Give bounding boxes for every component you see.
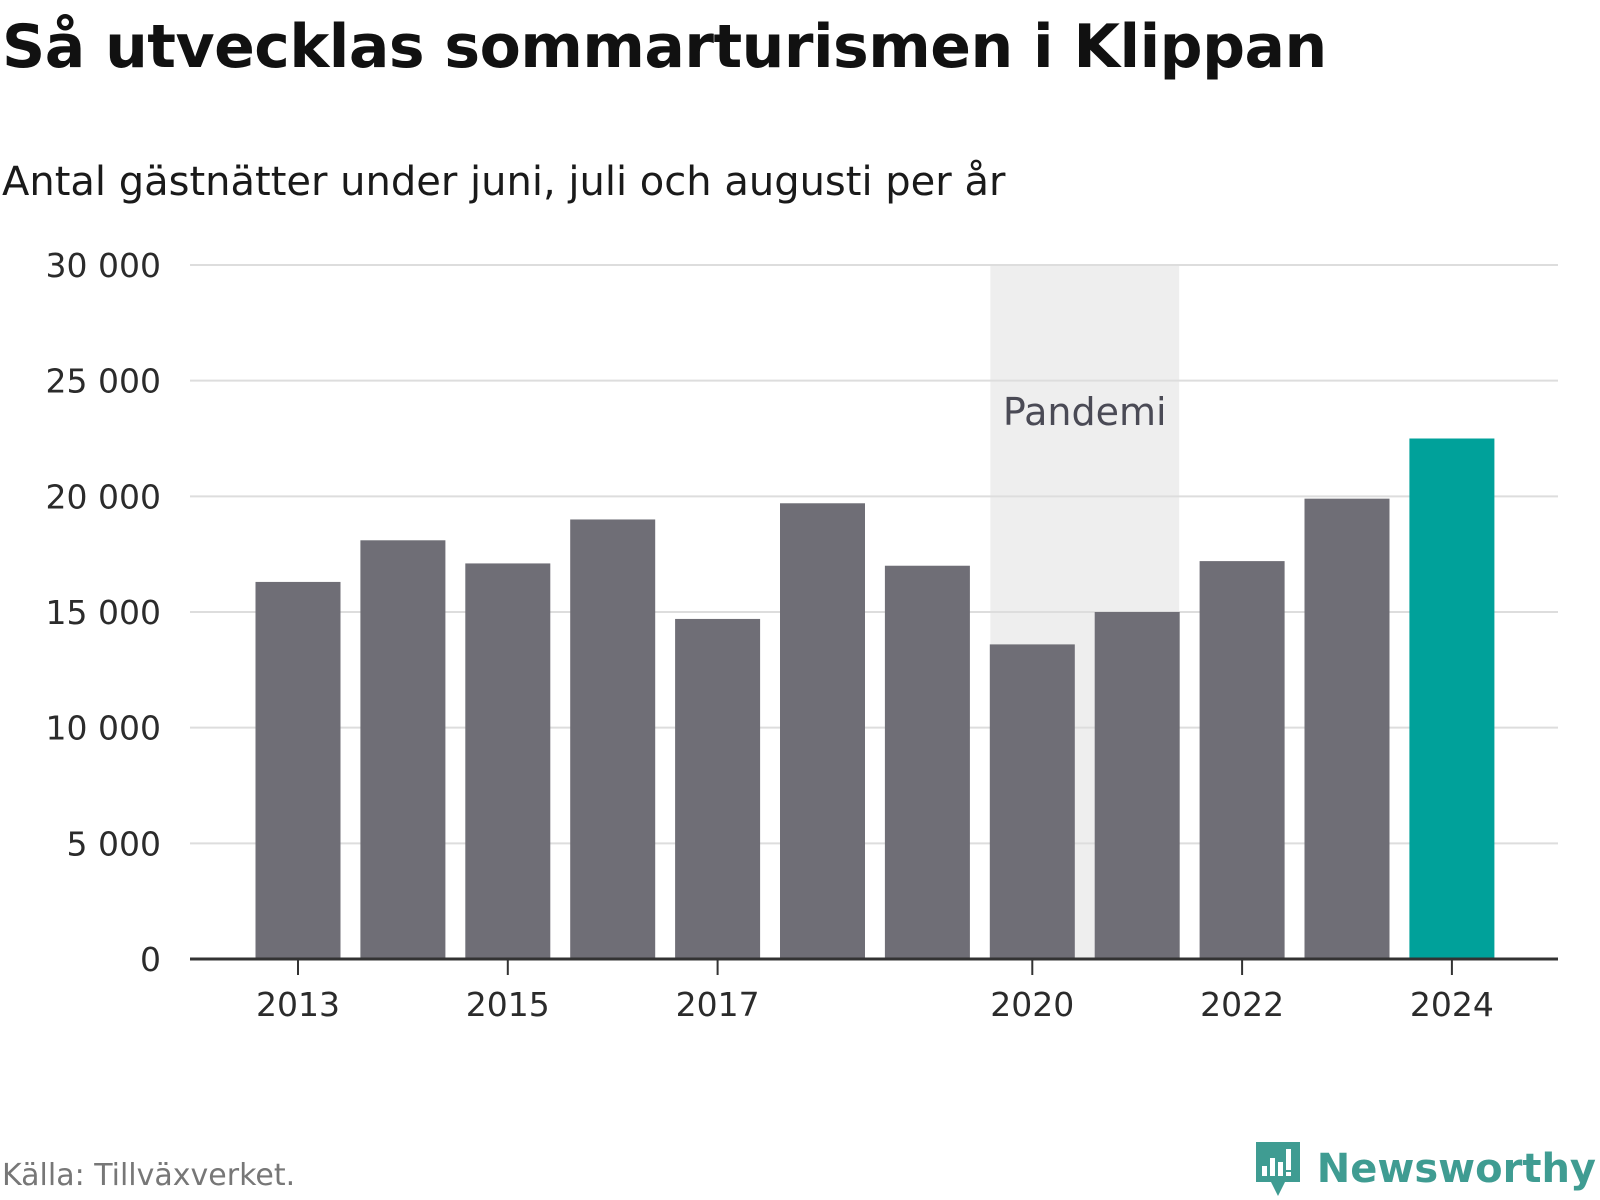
chart-title: Så utvecklas sommarturismen i Klippan [2, 12, 1327, 82]
brand-name: Newsworthy [1316, 1146, 1596, 1192]
bars [255, 438, 1495, 959]
source-note: Källa: Tillväxverket. [2, 1158, 296, 1193]
bar-2013 [255, 581, 341, 959]
y-tick-label: 5 000 [67, 824, 161, 863]
chart-subtitle: Antal gästnätter under juni, juli och au… [2, 159, 1006, 205]
x-tick-label: 2015 [466, 985, 550, 1024]
newsworthy-logo-icon [1255, 1142, 1300, 1196]
x-tick-label: 2020 [990, 985, 1074, 1024]
y-tick-label: 30 000 [46, 246, 161, 285]
bar-2015 [465, 563, 551, 959]
y-tick-label: 0 [140, 940, 161, 979]
y-tick-label: 25 000 [46, 362, 161, 401]
bar-2019 [884, 565, 970, 959]
x-axis [190, 957, 1558, 975]
y-tick-label: 10 000 [46, 709, 161, 748]
bar-2016 [570, 519, 656, 959]
brand-logo: Newsworthy [1253, 1140, 1596, 1198]
y-tick-label: 20 000 [46, 477, 161, 516]
bar-2014 [360, 540, 446, 959]
tick-labels: 0 5 000 10 000 15 000 20 000 25 000 30 000 2013… [46, 246, 1494, 1024]
x-tick-label: 2013 [256, 985, 340, 1024]
bar-2020 [989, 644, 1075, 959]
bar-2021 [1094, 612, 1180, 959]
y-tick-label: 15 000 [46, 593, 161, 632]
x-tick-label: 2017 [676, 985, 760, 1024]
x-tick-label: 2022 [1200, 985, 1284, 1024]
bar-2024 [1409, 438, 1495, 959]
bar-2018 [780, 503, 865, 959]
x-tick-label: 2024 [1410, 985, 1494, 1024]
bar-chart: Pandemi 0 5 000 10 000 15 000 20 000 25 000 30… [46, 246, 1558, 1024]
bar-2022 [1199, 561, 1285, 959]
bar-2023 [1304, 498, 1390, 959]
bar-2017 [675, 618, 761, 959]
annotation-label: Pandemi [1003, 390, 1167, 434]
